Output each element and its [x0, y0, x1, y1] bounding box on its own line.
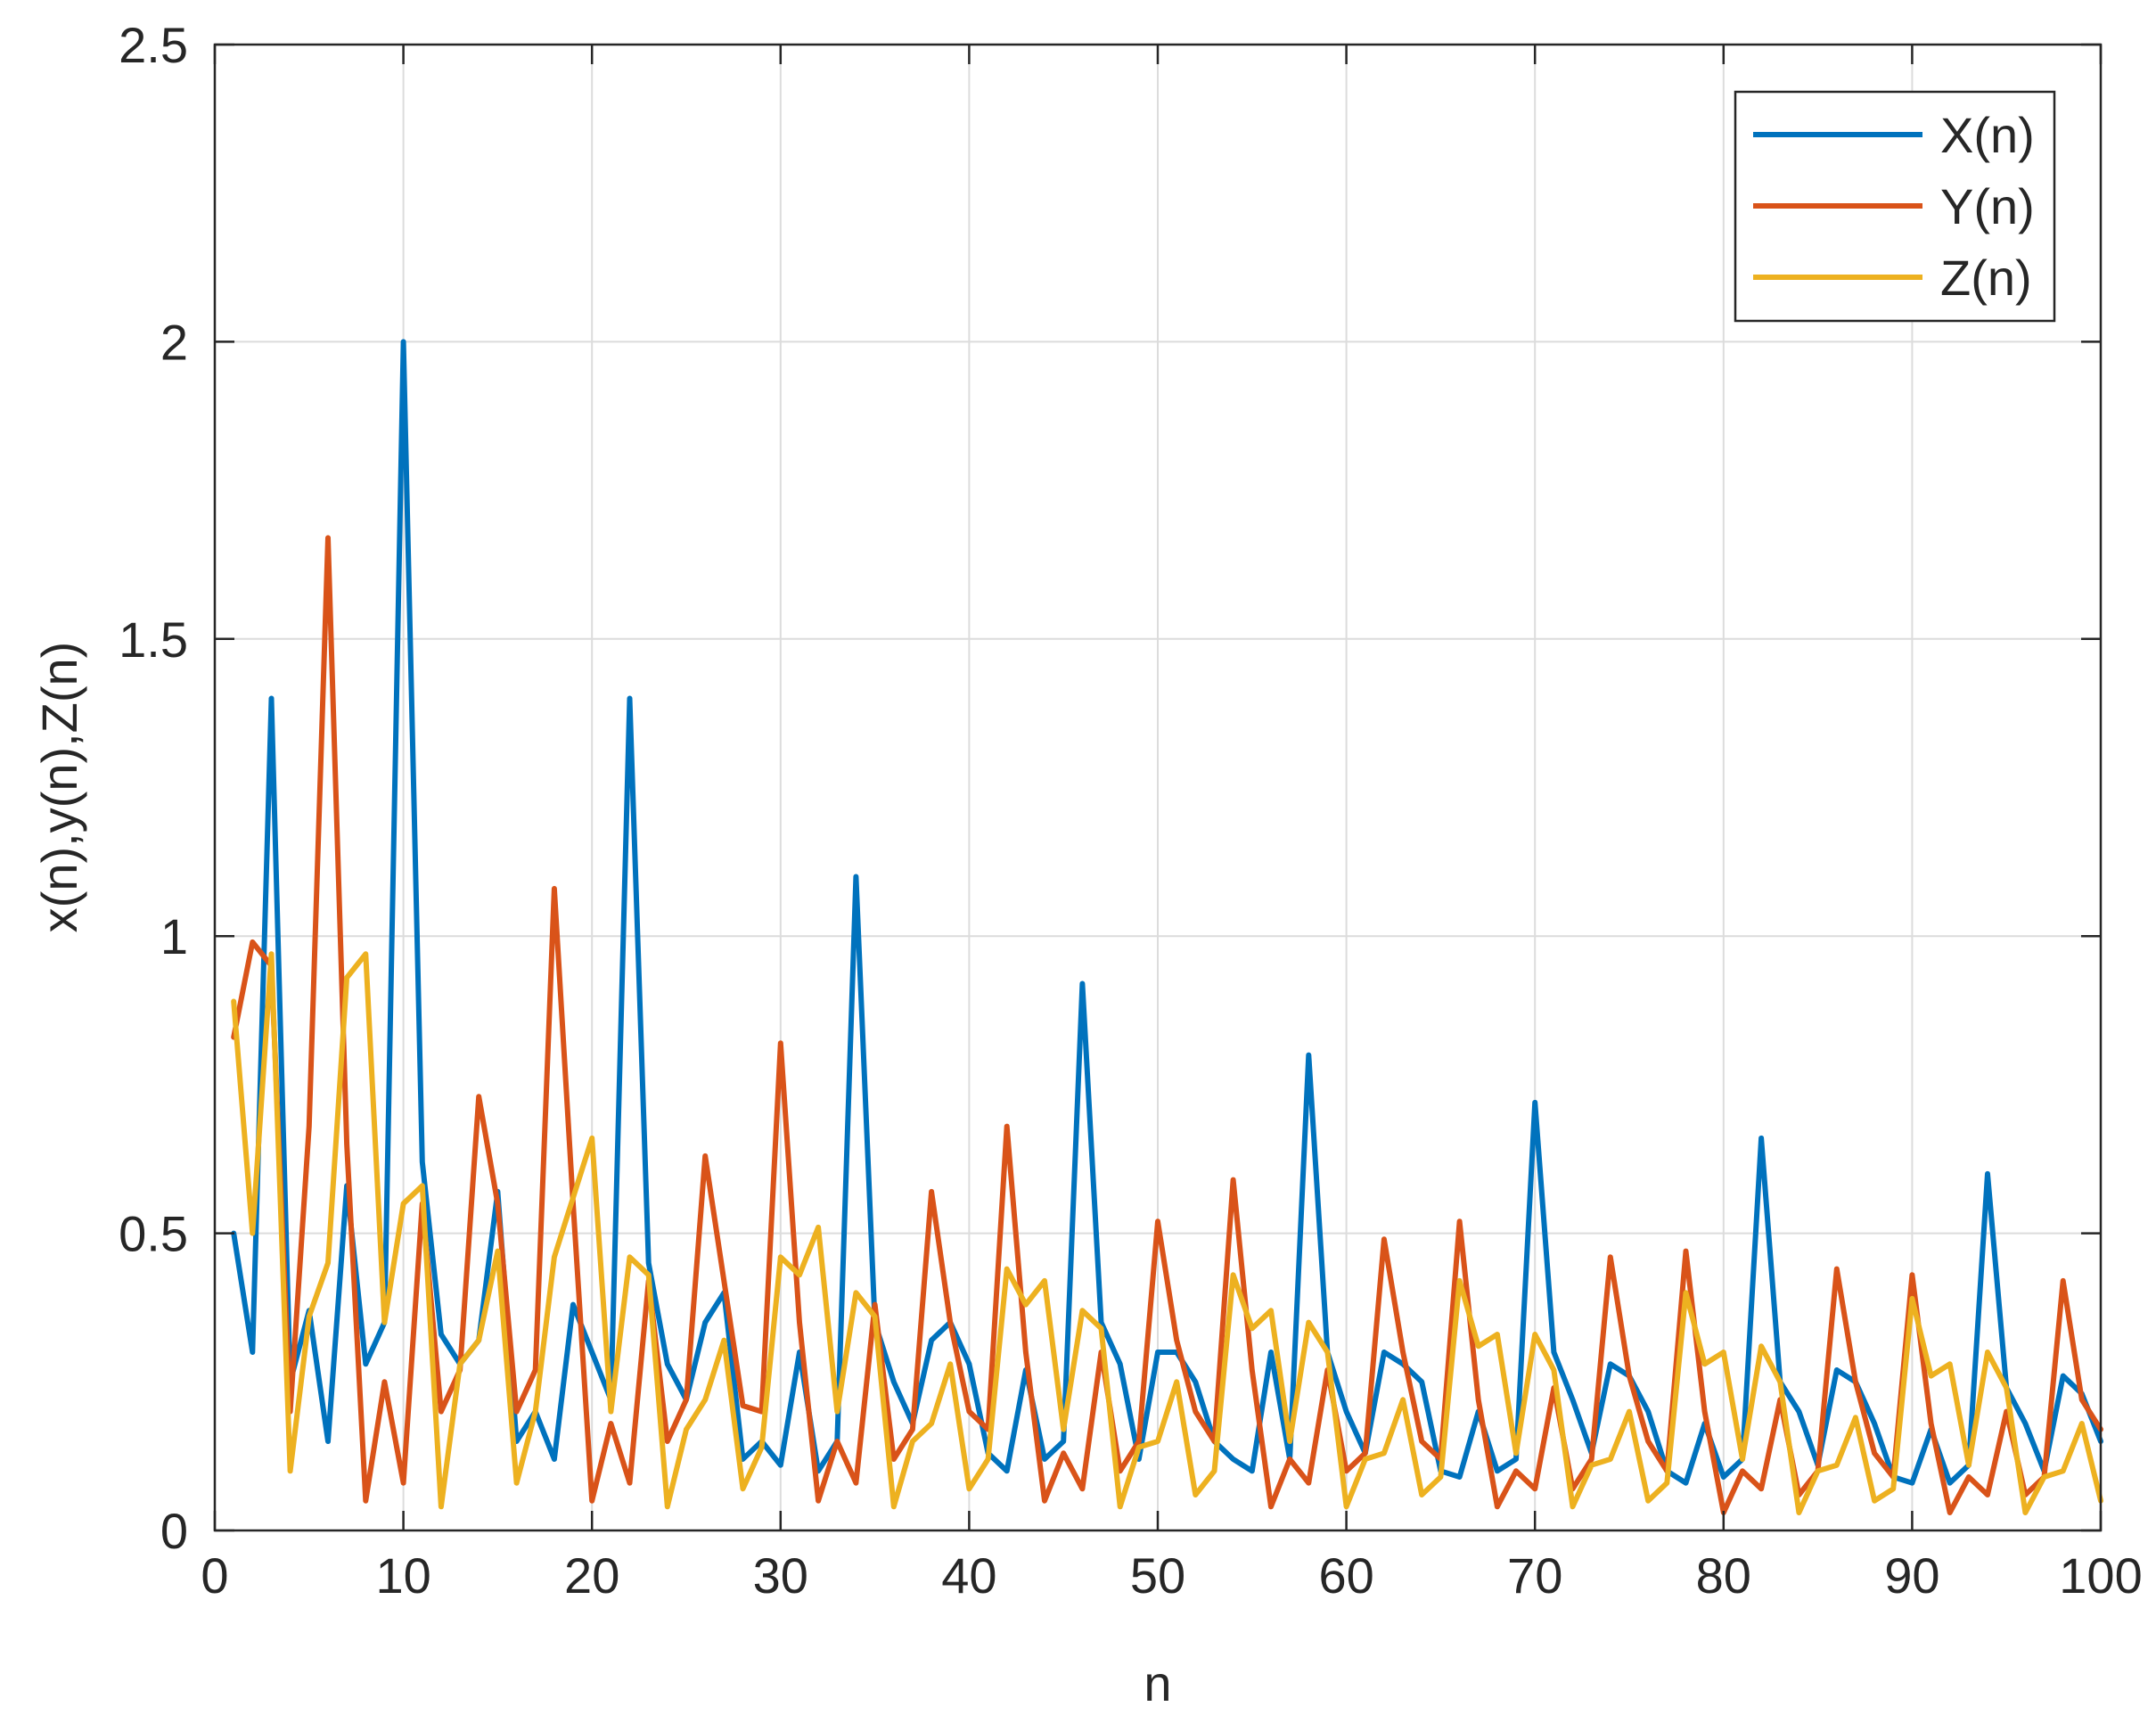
- y-tick-label: 2: [160, 314, 188, 370]
- y-tick-label: 0.5: [119, 1206, 188, 1262]
- x-tick-label: 40: [941, 1547, 996, 1604]
- x-tick-label: 70: [1507, 1547, 1562, 1604]
- x-tick-label: 10: [375, 1547, 430, 1604]
- series-line-xn: [231, 339, 2103, 1486]
- x-tick-label: 60: [1318, 1547, 1373, 1604]
- legend-label: X(n): [1940, 107, 2035, 163]
- y-tick-label: 2.5: [119, 17, 188, 73]
- series-line-zn: [231, 951, 2103, 1515]
- y-tick-label: 1.5: [119, 611, 188, 668]
- legend-label: Z(n): [1940, 250, 2032, 306]
- axis-ticks: 0 10 20 30 40 50 60 70 80 90 100 0 0.5 1 1.5 2 2.5: [119, 17, 2143, 1604]
- x-tick-label: 100: [2059, 1547, 2142, 1604]
- x-tick-label: 30: [753, 1547, 808, 1604]
- x-axis-label: n: [1144, 1655, 1171, 1711]
- y-tick-label: 1: [160, 908, 188, 964]
- x-tick-label: 20: [564, 1547, 619, 1604]
- y-axis-label: x(n),y(n),Z(n): [31, 642, 87, 933]
- legend: X(n) Y(n) Z(n): [1734, 90, 2056, 323]
- x-tick-label: 50: [1130, 1547, 1185, 1604]
- y-tick-label: 0: [160, 1503, 188, 1559]
- series-lines: [231, 339, 2103, 1515]
- legend-label: Y(n): [1940, 178, 2035, 234]
- x-tick-label: 0: [201, 1547, 228, 1604]
- x-tick-label: 90: [1884, 1547, 1939, 1604]
- x-tick-label: 80: [1696, 1547, 1751, 1604]
